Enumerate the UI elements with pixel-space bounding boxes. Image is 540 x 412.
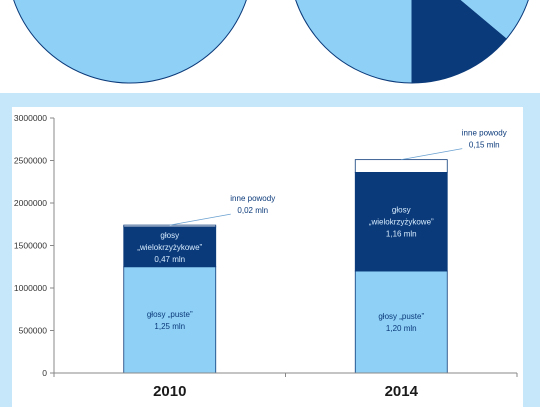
data-label-wielokrzyzykowe-title: głosy bbox=[160, 231, 179, 240]
data-label-inne-title: inne powody bbox=[462, 129, 507, 138]
data-label-wielokrzyzykowe-title: „wielokrzyżykowe” bbox=[369, 218, 434, 227]
y-tick-label: 500000 bbox=[19, 326, 48, 336]
y-tick-label: 1500000 bbox=[14, 241, 47, 251]
pie-2-slice-puste bbox=[295, 0, 529, 84]
y-tick-label: 3000000 bbox=[14, 113, 47, 123]
data-label-puste-title: głosy „puste” bbox=[147, 310, 193, 319]
x-category-label: 2014 bbox=[385, 383, 419, 400]
pie-charts bbox=[13, 0, 529, 84]
bar-segment-puste-2014 bbox=[354, 270, 448, 374]
stacked-bar-chart: 0 500000 1000000 1500000 2000000 2500000 30000… bbox=[14, 113, 518, 400]
data-label-inne-value: 0,15 mln bbox=[469, 141, 500, 150]
bar-chart-card: 0 500000 1000000 1500000 2000000 2500000 30000… bbox=[12, 107, 523, 407]
callout-leader-line bbox=[169, 213, 231, 226]
pie-1-slice-puste bbox=[13, 0, 247, 84]
y-tick-label: 1000000 bbox=[14, 283, 47, 293]
y-tick-label: 2500000 bbox=[14, 156, 47, 166]
bar-segment-wielo-2010 bbox=[123, 226, 217, 268]
data-label-wielokrzyzykowe-value: 0,47 mln bbox=[154, 255, 185, 264]
data-label-puste-title: głosy „puste” bbox=[378, 312, 424, 321]
pie-2-slice-wielokrzyzykowe bbox=[411, 0, 507, 84]
callout-leader-line bbox=[401, 148, 463, 161]
data-label-wielokrzyzykowe-title: „wielokrzyżykowe” bbox=[137, 243, 202, 252]
data-label-inne-value: 0,02 mln bbox=[237, 206, 268, 215]
y-tick-label: 0 bbox=[42, 368, 47, 378]
y-tick-label: 2000000 bbox=[14, 198, 47, 208]
x-category-label: 2010 bbox=[153, 383, 186, 400]
bar-segment-puste-2010 bbox=[123, 266, 217, 374]
data-label-inne-title: inne powody bbox=[230, 194, 275, 203]
bar-segment-wielo-2014 bbox=[354, 172, 448, 272]
bar-segment-inne-2010 bbox=[123, 224, 217, 228]
bar-segment-inne-2014 bbox=[354, 159, 448, 173]
data-label-puste-value: 1,25 mln bbox=[154, 322, 185, 331]
data-label-wielokrzyzykowe-value: 1,16 mln bbox=[386, 230, 417, 239]
top-pie-area bbox=[0, 0, 540, 93]
data-label-puste-value: 1,20 mln bbox=[386, 324, 417, 333]
data-label-wielokrzyzykowe-title: głosy bbox=[392, 206, 411, 215]
